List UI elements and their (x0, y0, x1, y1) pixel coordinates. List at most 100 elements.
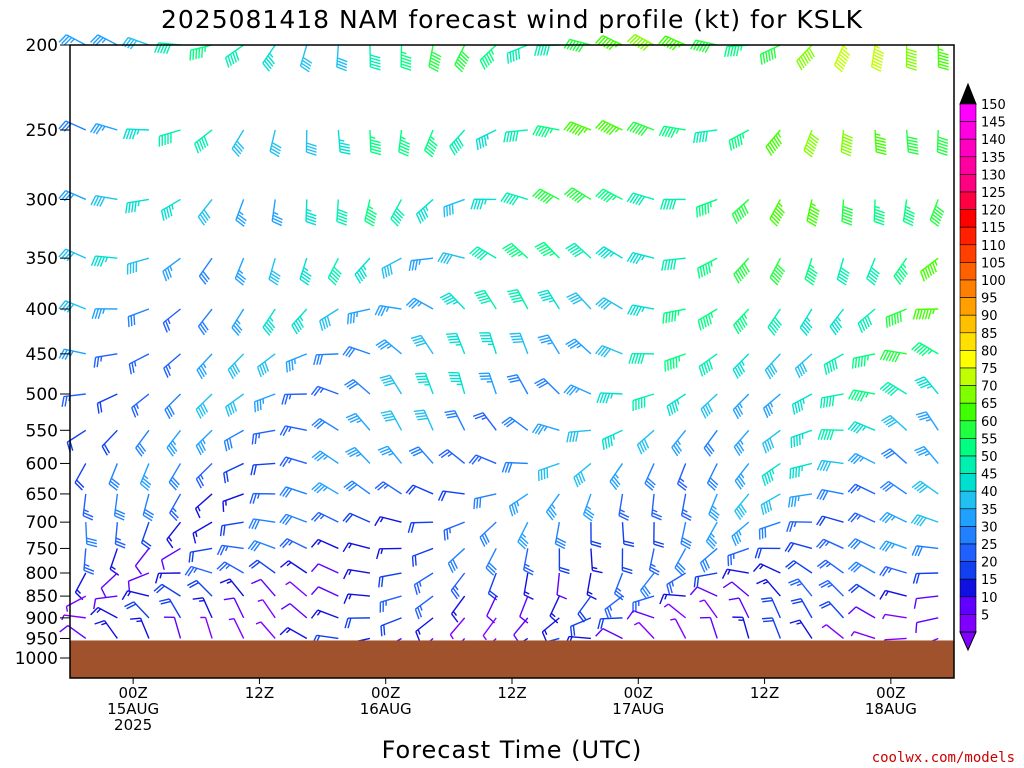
barb-flag (479, 252, 489, 261)
wind-barb (563, 384, 592, 396)
barb-staff (166, 429, 182, 449)
barb-flag (219, 578, 231, 584)
barb-flag (253, 542, 261, 552)
legend-swatch (959, 385, 977, 404)
wind-barb (816, 538, 844, 550)
barb-half-flag (890, 516, 896, 521)
barb-staff (732, 353, 750, 370)
barb-flag (569, 431, 573, 443)
barb-flag (723, 46, 728, 58)
barb-staff (833, 44, 845, 66)
barb-staff (874, 129, 877, 152)
barb-flag (675, 442, 683, 452)
barb-staff (74, 572, 87, 593)
barb-half-flag (269, 52, 274, 58)
barb-flag (658, 126, 665, 136)
barb-flag (96, 356, 100, 368)
barb-flag (103, 443, 111, 454)
barb-staff (135, 429, 150, 449)
barb-flag (924, 267, 930, 278)
barb-staff (349, 512, 371, 523)
barb-flag (369, 54, 381, 59)
wind-barb (271, 199, 283, 227)
barb-flag (310, 385, 319, 396)
barb-flag (790, 580, 801, 586)
wind-barb (474, 289, 497, 310)
barb-flag (506, 374, 518, 378)
barb-staff (485, 548, 497, 569)
wind-barb (93, 595, 118, 610)
wind-barb (311, 482, 339, 495)
barb-flag (506, 246, 517, 254)
wind-barb (660, 198, 686, 210)
barb-staff (387, 445, 403, 464)
barb-flag (623, 543, 635, 548)
barb-flag (736, 209, 743, 220)
barb-flag (916, 516, 924, 526)
barb-flag (867, 275, 877, 283)
wind-barb (90, 606, 118, 619)
barb-half-flag (417, 302, 423, 307)
barb-half-flag (258, 432, 261, 439)
barb-flag (301, 59, 312, 67)
barb-flag (770, 363, 778, 373)
barb-flag (600, 618, 605, 630)
barb-flag (673, 259, 677, 270)
barb-staff (253, 518, 276, 523)
barb-half-flag (419, 605, 423, 611)
barb-staff (505, 129, 528, 133)
barb-staff (855, 452, 876, 465)
wind-barb (503, 129, 528, 143)
wind-barb (806, 199, 820, 227)
barb-flag (291, 359, 294, 371)
barb-staff (601, 344, 623, 355)
wind-barb (251, 429, 276, 445)
barb-flag (842, 139, 853, 145)
barb-staff (101, 429, 118, 447)
barb-flag (914, 376, 925, 382)
legend-swatch (959, 490, 977, 510)
wind-barb (414, 595, 434, 620)
wind-barb (184, 565, 213, 577)
barb-flag (632, 253, 640, 264)
barb-flag (887, 420, 898, 428)
barb-staff (488, 332, 497, 355)
barb-flag (451, 613, 459, 623)
wind-barb (336, 44, 348, 72)
barb-flag (603, 348, 611, 358)
barb-flag (164, 409, 171, 420)
barb-flag (171, 476, 180, 486)
barb-staff (129, 353, 150, 365)
barb-flag (788, 578, 799, 584)
barb-flag (512, 299, 524, 303)
barb-flag (768, 470, 774, 481)
wind-barb (509, 332, 529, 355)
barb-flag (733, 446, 741, 457)
barb-staff (348, 542, 371, 550)
barb-staff (74, 463, 87, 484)
wind-barb (912, 308, 939, 320)
barb-flag (634, 353, 639, 364)
barb-staff (602, 120, 623, 131)
barb-flag (763, 620, 774, 623)
barb-flag (666, 39, 675, 49)
barb-flag (661, 260, 665, 271)
barb-flag (446, 298, 456, 305)
legend-label: 130 (981, 168, 1006, 183)
wind-barb (279, 486, 308, 498)
barb-staff (82, 493, 87, 516)
barb-staff (731, 581, 750, 597)
wind-barb (390, 199, 405, 227)
barb-flag (138, 442, 147, 452)
barb-flag (596, 392, 602, 404)
barb-flag (787, 561, 797, 570)
barb-staff (866, 257, 876, 279)
barb-flag (823, 429, 829, 440)
barb-flag (754, 548, 760, 559)
barb-half-flag (777, 132, 782, 138)
barb-half-flag (400, 136, 406, 140)
barb-staff (253, 462, 276, 466)
barb-flag (336, 66, 347, 72)
barb-staff (173, 617, 182, 639)
wind-barb (337, 129, 351, 155)
